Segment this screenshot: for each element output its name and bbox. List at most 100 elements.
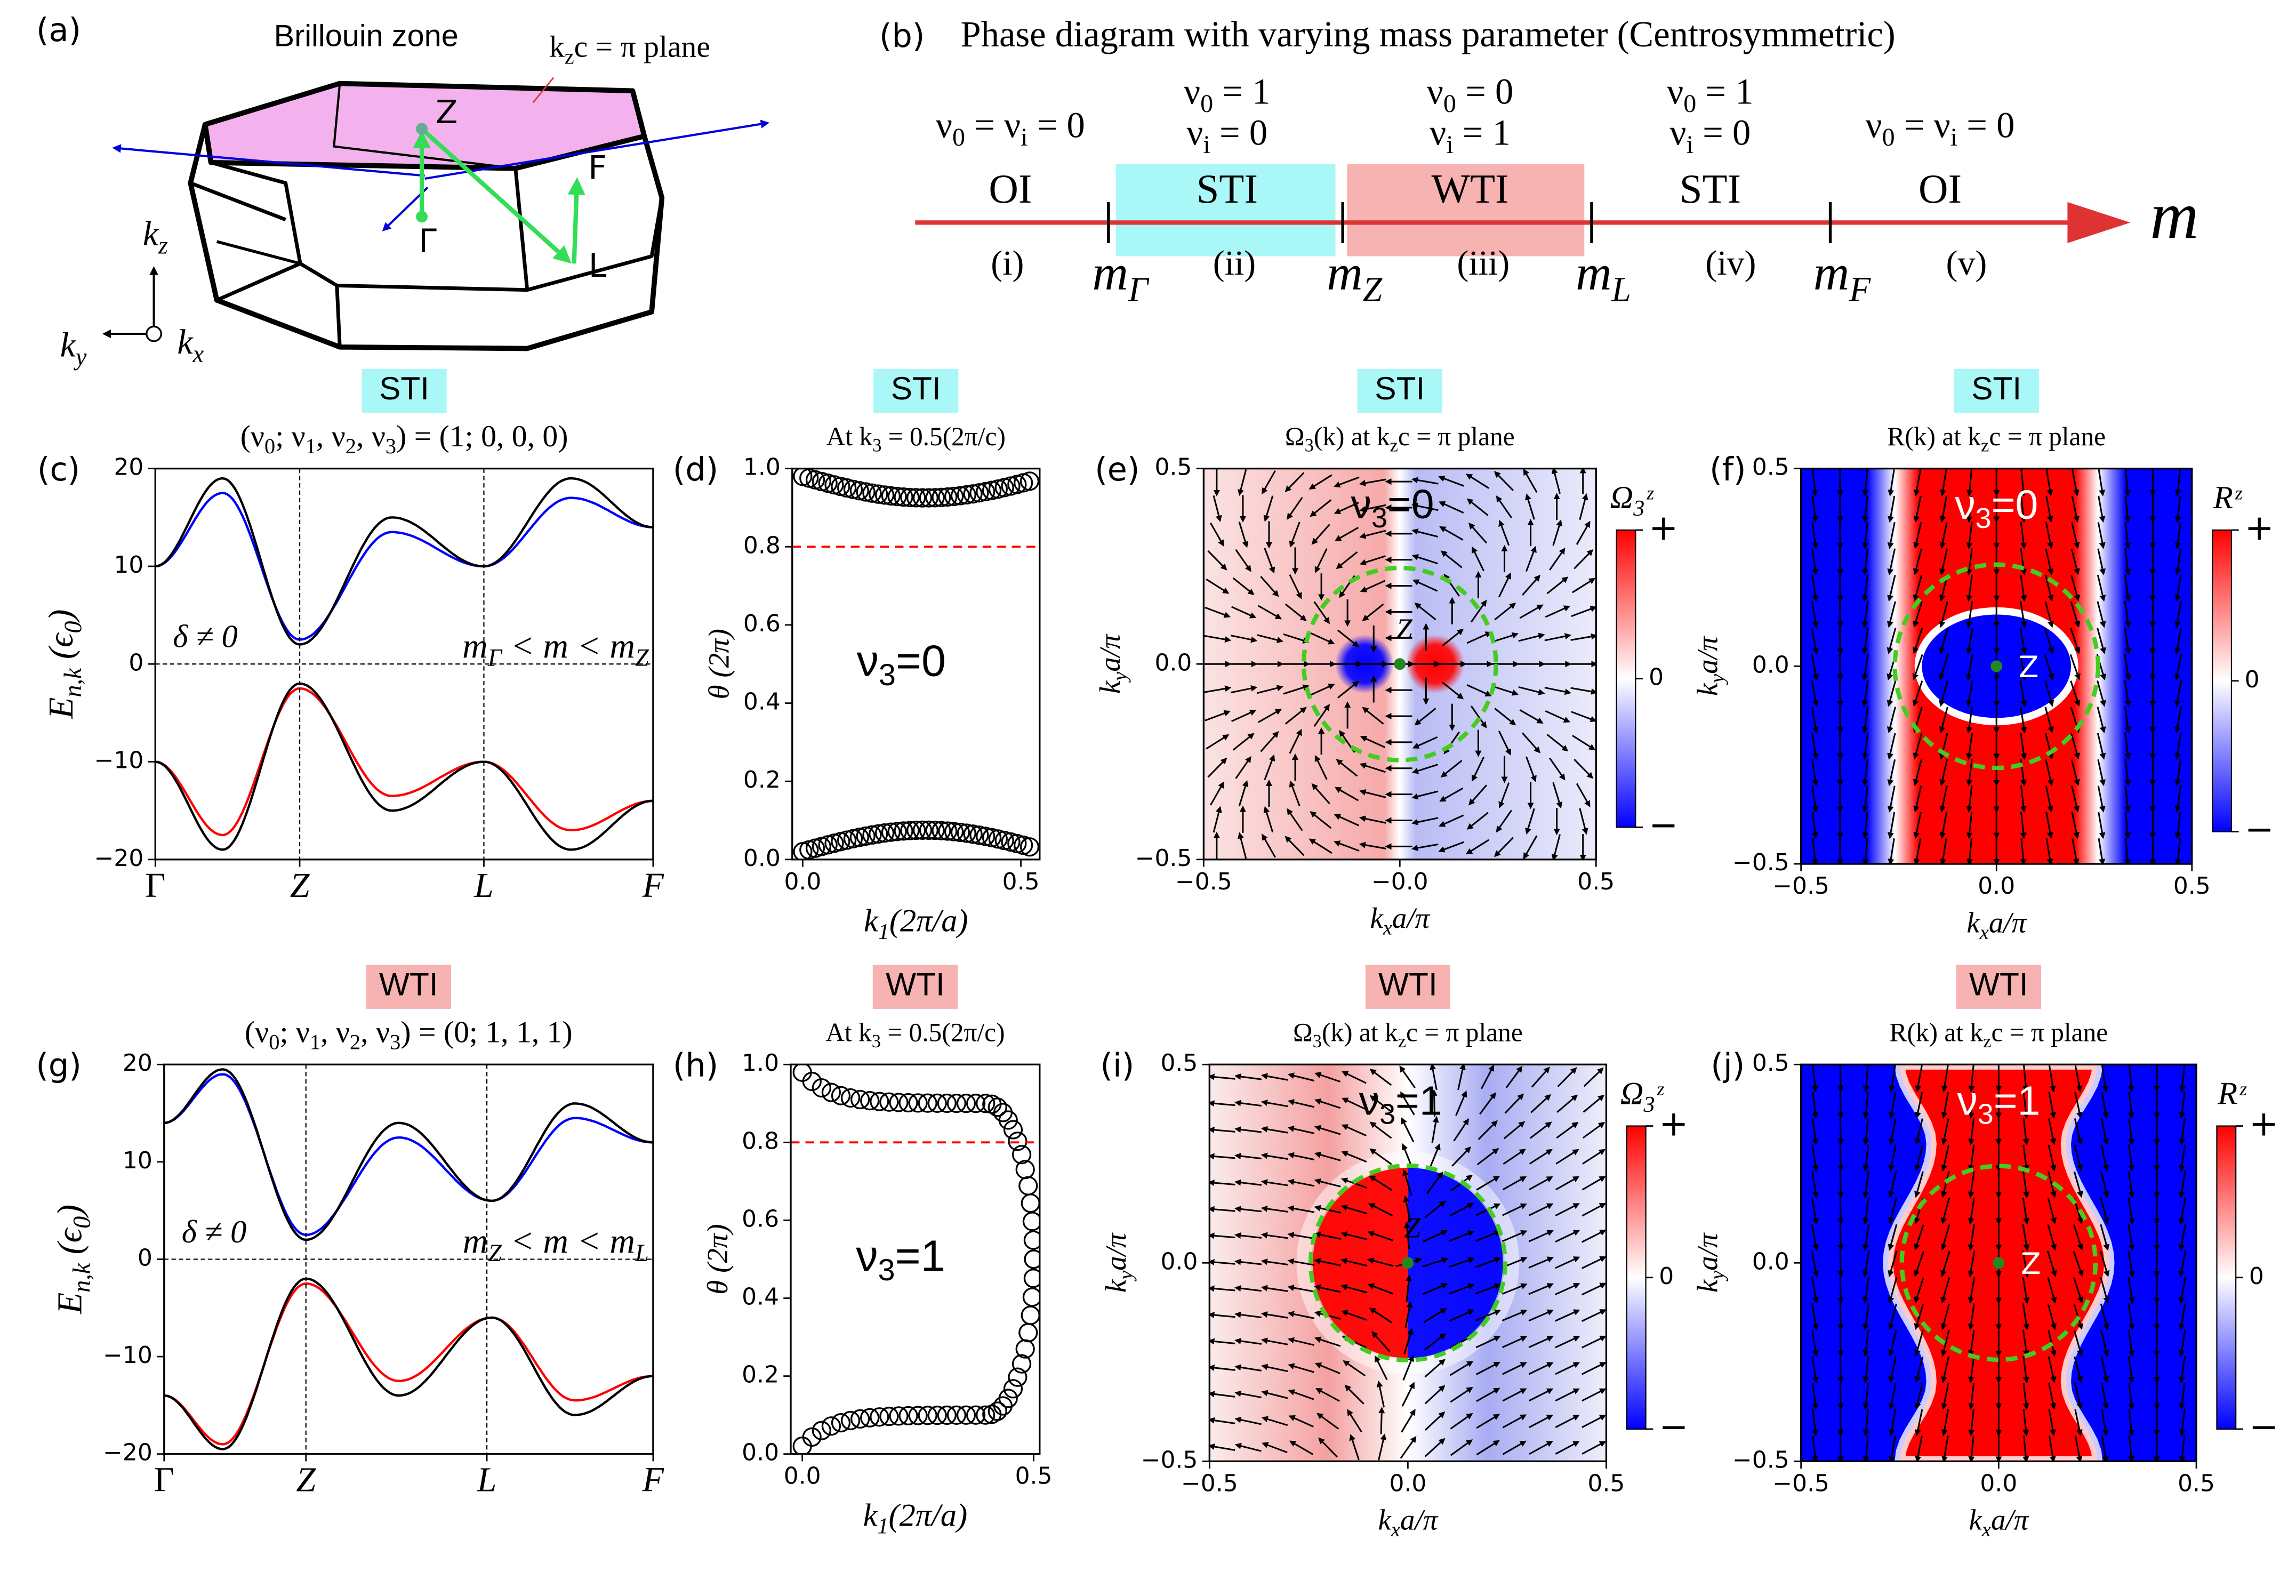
text-piece: z	[1390, 436, 1398, 456]
field-arrow	[1238, 832, 1247, 859]
text-piece: m	[1093, 246, 1128, 301]
phase-name: WTI	[1432, 166, 1509, 212]
field-arrow	[2174, 495, 2181, 523]
field-arrow	[1529, 1176, 1553, 1191]
field-arrow	[1235, 549, 1251, 572]
field-arrow	[1888, 1409, 1897, 1437]
text-piece: n,k	[68, 1262, 95, 1293]
field-arrow	[1424, 1200, 1446, 1218]
field-arrow	[1887, 575, 1896, 602]
text-piece: c = π plane	[574, 30, 710, 64]
text-piece: 3	[1633, 496, 1644, 521]
field-arrow	[2178, 1250, 2187, 1278]
x-tick-label: −0.5	[1175, 868, 1232, 895]
field-arrow	[1521, 732, 1541, 753]
field-arrow	[1863, 1197, 1869, 1225]
x-tick-label: F	[642, 866, 664, 905]
wilson-point	[1014, 835, 1033, 855]
field-arrow	[1862, 548, 1869, 576]
y-tick-label: 0.5	[1155, 454, 1192, 481]
field-arrow	[2022, 1383, 2029, 1410]
wilson-point	[792, 1436, 812, 1454]
axes-frame	[1202, 468, 1597, 861]
field-arrow	[1362, 603, 1384, 621]
field-arrow	[1941, 1356, 1950, 1383]
x-tick-label: 0.5	[1015, 1463, 1053, 1490]
y-tick-label: 0	[138, 1244, 152, 1271]
x-axis-label: kxa/π	[1378, 1503, 1439, 1541]
z-point	[1990, 660, 2003, 672]
y-tick-label: −10	[94, 747, 144, 774]
field-arrow	[1582, 1149, 1606, 1165]
path-line	[420, 127, 572, 264]
field-arrow	[1968, 1329, 1975, 1357]
y-tick-label: 0.2	[742, 1361, 779, 1389]
field-arrow	[1449, 1283, 1475, 1295]
field-arrow	[1862, 522, 1869, 549]
panel-label: (d)	[673, 451, 718, 488]
field-arrow	[2153, 1250, 2160, 1278]
field-arrow	[1811, 1356, 1819, 1384]
wilson-point	[812, 1421, 831, 1440]
wilson-point	[988, 1097, 1007, 1117]
field-arrow	[1261, 1232, 1288, 1239]
wilson-point	[957, 823, 976, 843]
y-tick-label: 20	[114, 454, 143, 481]
field-arrow	[1863, 1329, 1869, 1357]
field-arrow	[2022, 1092, 2029, 1119]
field-arrow	[2179, 1118, 2186, 1145]
field-arrow	[1939, 628, 1949, 654]
field-arrow	[2100, 1224, 2110, 1251]
field-arrow	[2153, 1197, 2160, 1225]
text-piece: k	[1691, 1279, 1723, 1293]
field-arrow	[1376, 1381, 1385, 1408]
text-piece: =1	[1994, 1078, 2041, 1124]
panel-title: Ω3(k) at kzc = π plane	[1293, 1018, 1523, 1052]
field-arrow	[2128, 1435, 2134, 1462]
field-arrow	[1234, 1285, 1262, 1292]
edge	[299, 168, 529, 292]
field-arrow	[2020, 838, 2027, 864]
field-arrow	[2174, 654, 2182, 681]
field-arrow	[1811, 1144, 1819, 1172]
field-arrow	[1261, 1205, 1288, 1213]
field-arrow	[1232, 733, 1255, 751]
wilson-point	[850, 1089, 870, 1110]
wilson-point	[950, 486, 970, 506]
field-arrow	[1837, 522, 1844, 550]
field-arrow	[1914, 1409, 1923, 1437]
text-piece: 3	[878, 1253, 895, 1287]
field-arrow	[1359, 530, 1386, 539]
text-piece: = 0.5(2π/c)	[881, 1018, 1005, 1047]
field-arrow	[1570, 687, 1596, 695]
field-arrow	[1465, 474, 1490, 489]
field-arrow	[1523, 835, 1538, 860]
wilson-point	[982, 828, 1002, 847]
field-arrow	[1498, 519, 1510, 546]
field-arrow	[1207, 757, 1227, 778]
field-arrow	[1341, 1124, 1367, 1137]
wilson-point	[799, 840, 819, 860]
wilson-point	[908, 1093, 928, 1113]
field-arrow	[1235, 756, 1251, 779]
field-arrow	[1411, 817, 1439, 825]
y-tick-label: 0.6	[742, 1205, 779, 1232]
field-arrow	[1261, 1285, 1288, 1292]
field-arrow	[1359, 504, 1386, 513]
text-piece: At k	[826, 422, 873, 451]
field-arrow	[1914, 1277, 1924, 1304]
text-piece: k	[549, 30, 565, 64]
field-arrow	[1287, 496, 1303, 520]
text-piece: (ϵ	[51, 1227, 90, 1263]
field-arrow	[1209, 1391, 1235, 1398]
text-piece: k	[177, 323, 194, 362]
invariant: ν0 = 1	[1184, 71, 1270, 118]
field-arrow	[1888, 838, 1895, 864]
field-arrow	[2019, 680, 2027, 708]
field-arrow	[1555, 1309, 1580, 1322]
field-arrow	[1314, 1231, 1341, 1240]
field-arrow	[1914, 1118, 1923, 1145]
annotation: ν3=1	[1359, 1078, 1442, 1130]
x-axis-label: k1(2π/a)	[863, 1497, 968, 1538]
wilson-point	[818, 474, 838, 493]
